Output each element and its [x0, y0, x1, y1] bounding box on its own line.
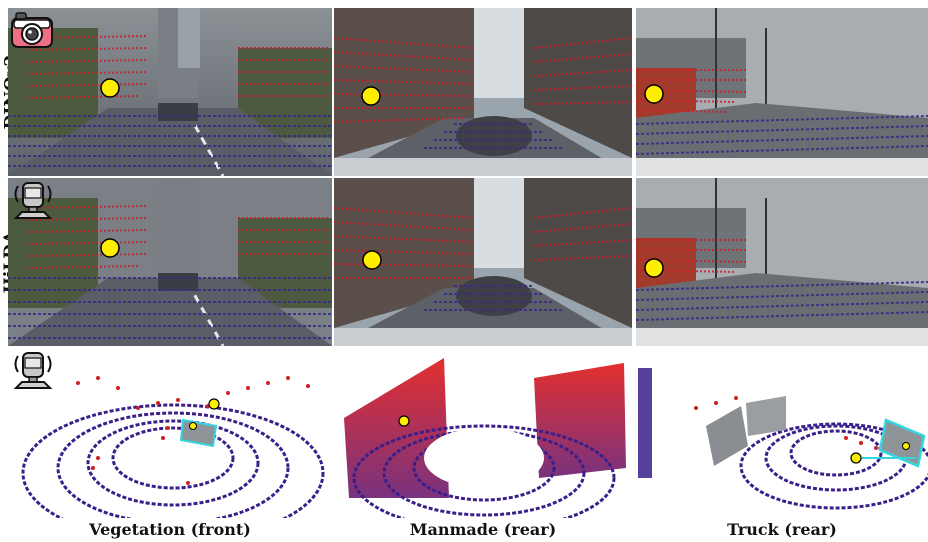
caption-truck-rear: Truck (rear) [727, 520, 837, 539]
lidar-truck-rear-pointcloud [636, 348, 928, 518]
hilda-manmade-rear-image [334, 178, 632, 346]
lidar-sensor-icon [10, 180, 56, 222]
dinov2-truck-rear-image [636, 8, 928, 176]
dinov2-manmade-rear-image [334, 8, 632, 176]
hilda-vegetation-front-image [8, 178, 332, 346]
lidar-manmade-rear-pointcloud [334, 348, 632, 518]
caption-vegetation-front: Vegetation (front) [89, 520, 251, 539]
camera-icon [10, 10, 54, 50]
dinov2-vegetation-front-image [8, 8, 332, 176]
hilda-truck-rear-image [636, 178, 928, 346]
lidar-sensor-icon [10, 350, 56, 392]
caption-manmade-rear: Manmade (rear) [409, 520, 557, 539]
lidar-vegetation-front-pointcloud [8, 348, 332, 518]
